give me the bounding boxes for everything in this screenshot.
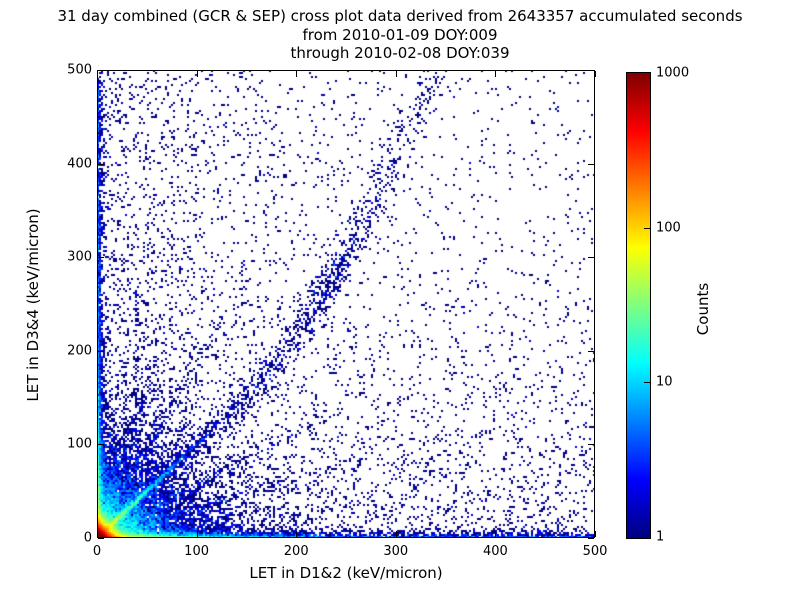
x-tick-mark (196, 531, 198, 537)
y-tick-label: 100 (67, 436, 92, 452)
y-tick-label: 200 (67, 343, 92, 359)
x-tick-label: 400 (482, 544, 508, 559)
chart-subtitle-from: from 2010-01-09 DOY:009 (302, 25, 498, 44)
scatter-density-canvas (97, 70, 595, 538)
colorbar-tick-mark (644, 227, 650, 229)
colorbar-frame (626, 72, 651, 539)
y-tick-mark (98, 70, 104, 71)
y-tick-mark (588, 350, 594, 352)
x-tick-mark (595, 71, 596, 77)
y-tick-mark (98, 444, 104, 446)
x-tick-mark (97, 71, 98, 77)
x-tick-label: 0 (92, 544, 102, 559)
x-tick-mark (296, 71, 298, 77)
y-tick-mark (98, 163, 104, 165)
y-tick-mark (98, 538, 104, 539)
colorbar-tick-label: 1 (656, 529, 665, 545)
x-tick-mark (97, 531, 98, 537)
title-block: 31 day combined (GCR & SEP) cross plot d… (0, 7, 800, 63)
y-tick-mark (588, 163, 594, 165)
chart-title: 31 day combined (GCR & SEP) cross plot d… (57, 7, 743, 25)
colorbar-tick-label: 1000 (656, 65, 690, 81)
x-tick-mark (296, 531, 298, 537)
y-tick-mark (588, 257, 594, 259)
y-tick-mark (588, 538, 594, 539)
y-tick-mark (588, 444, 594, 446)
plot-frame (97, 70, 595, 538)
colorbar-tick-label: 10 (656, 374, 673, 390)
colorbar-gradient-canvas (627, 73, 650, 538)
y-tick-mark (98, 350, 104, 352)
y-tick-label: 400 (67, 156, 92, 172)
y-axis-label: LET in D3&4 (keV/micron) (24, 208, 42, 402)
x-tick-mark (196, 71, 198, 77)
x-tick-label: 100 (184, 544, 210, 559)
x-tick-label: 500 (582, 544, 608, 559)
y-tick-label: 300 (67, 249, 92, 265)
x-tick-mark (395, 71, 397, 77)
colorbar-tick-label: 100 (656, 220, 681, 236)
colorbar-tick-mark (644, 382, 650, 384)
x-tick-label: 300 (383, 544, 409, 559)
colorbar-label: Counts (694, 282, 712, 336)
y-tick-label: 500 (67, 62, 92, 78)
x-tick-mark (495, 531, 497, 537)
x-tick-mark (395, 531, 397, 537)
x-tick-label: 200 (283, 544, 309, 559)
y-tick-mark (98, 257, 104, 259)
y-tick-label: 0 (83, 530, 92, 546)
x-axis-label: LET in D1&2 (keV/micron) (249, 564, 443, 582)
x-tick-mark (495, 71, 497, 77)
x-tick-mark (595, 531, 596, 537)
y-tick-mark (588, 70, 594, 71)
chart-subtitle-through: through 2010-02-08 DOY:039 (290, 44, 510, 62)
